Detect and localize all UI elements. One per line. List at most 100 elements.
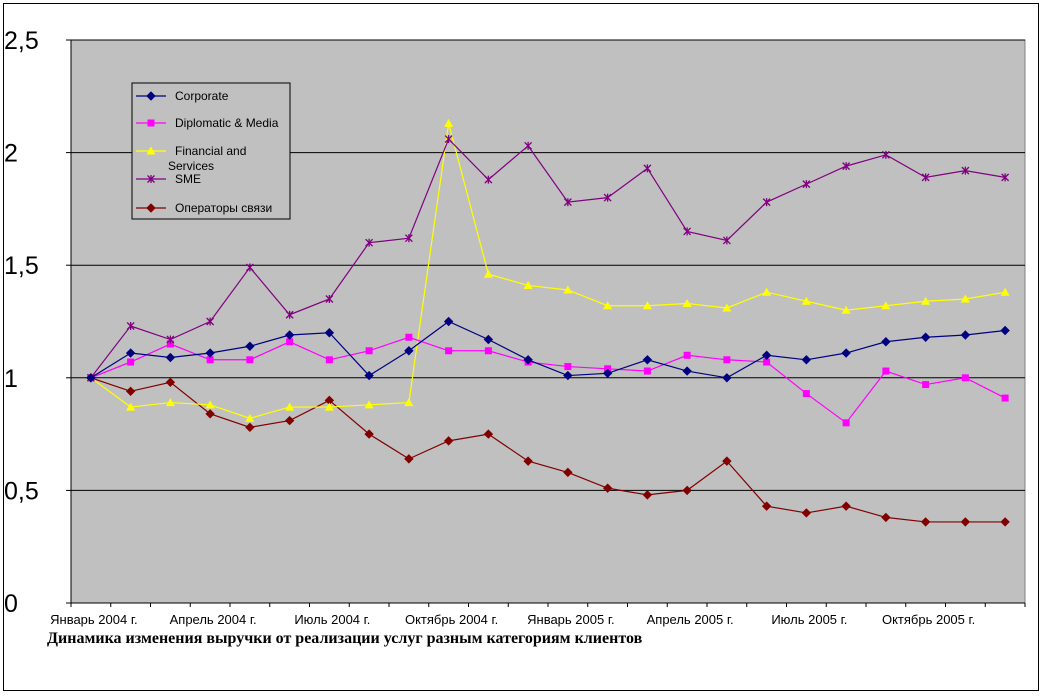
- data-point: [443, 316, 454, 327]
- data-point: [324, 328, 335, 338]
- data-point: [563, 370, 573, 381]
- x-tick-label: Январь 2004 г.: [50, 612, 137, 627]
- data-point: [146, 91, 156, 101]
- x-tick-label: Апрель 2005 г.: [647, 612, 734, 627]
- data-point: [483, 429, 494, 439]
- data-point: [602, 483, 613, 493]
- data-point: [802, 390, 810, 398]
- y-tick-label: 0: [4, 590, 18, 618]
- data-point: [920, 517, 931, 527]
- data-point: [960, 330, 971, 340]
- data-point: [682, 298, 692, 307]
- data-point: [404, 398, 414, 407]
- data-point: [722, 303, 732, 312]
- data-point: [523, 355, 533, 365]
- legend-label: Financial and: [175, 144, 246, 158]
- data-point: [683, 227, 692, 236]
- data-point: [86, 373, 96, 383]
- data-point: [325, 356, 333, 364]
- y-tick-label: 2,5: [4, 27, 39, 55]
- data-point: [166, 340, 174, 348]
- legend-label: Операторы связи: [175, 201, 272, 215]
- data-point: [147, 175, 155, 183]
- data-point: [286, 338, 294, 346]
- x-tick-label: Январь 2005 г.: [527, 612, 614, 627]
- y-tick-label: 1,5: [4, 252, 39, 280]
- data-point: [762, 287, 772, 296]
- data-point: [841, 305, 851, 314]
- legend-label: Diplomatic & Media: [175, 116, 279, 130]
- legend-label: Services: [168, 159, 214, 173]
- data-point: [603, 193, 612, 202]
- data-point: [165, 398, 175, 407]
- data-point: [443, 436, 454, 446]
- data-point: [723, 356, 731, 364]
- data-point: [125, 386, 136, 397]
- data-point: [166, 335, 175, 344]
- data-point: [404, 454, 414, 464]
- legend-item: SME: [136, 172, 201, 186]
- data-point: [523, 456, 533, 466]
- chart-caption: Динамика изменения выручки от реализации…: [47, 630, 643, 647]
- data-point: [643, 367, 651, 375]
- data-point: [165, 377, 176, 388]
- legend-label: SME: [175, 172, 201, 186]
- data-point: [921, 173, 930, 182]
- series-line: [90, 138, 1006, 379]
- data-point: [284, 415, 295, 426]
- data-point: [206, 356, 214, 364]
- data-point: [602, 368, 613, 379]
- data-point: [801, 508, 812, 518]
- data-point: [762, 198, 771, 207]
- series-line: [90, 336, 1006, 424]
- data-point: [1001, 394, 1009, 402]
- y-tick-label: 0,5: [4, 477, 39, 505]
- x-tick-label: Октябрь 2004 г.: [405, 612, 498, 627]
- data-point: [881, 337, 891, 347]
- data-point: [364, 370, 374, 381]
- data-point: [284, 330, 295, 340]
- data-point: [245, 263, 254, 272]
- x-tick-label: Июль 2004 г.: [294, 612, 370, 627]
- data-point: [881, 512, 891, 523]
- data-point: [881, 150, 890, 159]
- data-point: [405, 333, 413, 341]
- x-tick-label: Июль 2005 г.: [771, 612, 847, 627]
- data-point: [563, 467, 573, 478]
- legend: Corporate Diplomatic & Media Financial and…: [131, 82, 291, 220]
- data-point: [801, 355, 812, 365]
- data-point: [642, 301, 652, 310]
- data-point: [761, 350, 772, 360]
- data-point: [722, 373, 732, 383]
- data-point: [801, 296, 811, 305]
- data-point: [246, 356, 254, 364]
- data-point: [365, 238, 374, 247]
- data-point: [483, 334, 494, 345]
- data-point: [285, 310, 294, 319]
- series-corporate: [86, 316, 1010, 383]
- data-point: [920, 332, 931, 342]
- data-point: [1000, 287, 1010, 296]
- data-point: [961, 374, 969, 382]
- data-point: [1001, 173, 1010, 182]
- data-point: [404, 234, 413, 243]
- data-point: [683, 351, 691, 359]
- data-point: [682, 366, 692, 376]
- data-point: [404, 346, 414, 356]
- data-point: [365, 347, 373, 355]
- data-point: [126, 322, 135, 331]
- data-point: [147, 119, 155, 127]
- data-point: [484, 175, 493, 184]
- data-point: [1000, 517, 1010, 527]
- data-point: [563, 198, 572, 207]
- data-point: [1000, 325, 1010, 336]
- data-point: [205, 400, 215, 409]
- data-point: [364, 429, 374, 439]
- data-point: [842, 162, 851, 171]
- data-point: [245, 422, 255, 433]
- data-point: [960, 517, 971, 527]
- legend-item: Diplomatic & Media: [136, 116, 279, 130]
- data-point: [564, 363, 572, 371]
- data-point: [146, 203, 156, 213]
